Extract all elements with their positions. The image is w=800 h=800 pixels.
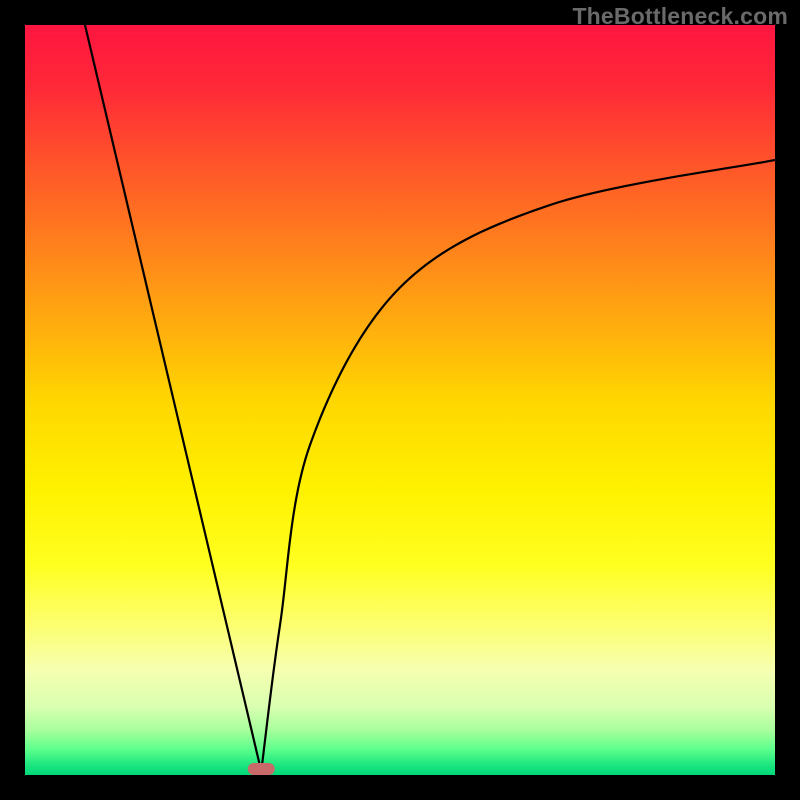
gradient-background bbox=[25, 25, 775, 775]
chart-svg bbox=[25, 25, 775, 775]
chart-container: TheBottleneck.com bbox=[0, 0, 800, 800]
watermark-text: TheBottleneck.com bbox=[572, 3, 788, 30]
optimal-point-marker bbox=[248, 763, 275, 775]
plot-area bbox=[25, 25, 775, 775]
